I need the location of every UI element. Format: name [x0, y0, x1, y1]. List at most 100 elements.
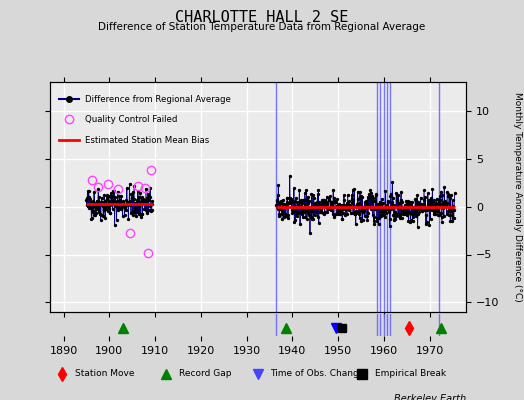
Point	[133, 197, 141, 203]
Text: Time of Obs. Change: Time of Obs. Change	[270, 370, 365, 378]
Point	[292, 203, 300, 210]
Point	[450, 206, 458, 213]
Point	[325, 197, 334, 204]
Point	[352, 210, 361, 216]
Point	[392, 204, 401, 210]
Point	[410, 209, 418, 216]
Point	[283, 215, 292, 222]
Point	[409, 204, 417, 211]
Point	[355, 200, 363, 206]
Point	[305, 212, 313, 218]
Point	[132, 200, 140, 206]
Point	[83, 202, 91, 208]
Point	[324, 206, 332, 212]
Point	[390, 217, 398, 223]
Point	[412, 200, 421, 206]
Point	[352, 221, 360, 228]
Point	[407, 204, 415, 210]
Point	[122, 202, 130, 208]
Point	[303, 208, 311, 214]
Point	[285, 200, 293, 206]
Point	[148, 198, 157, 204]
Point	[322, 203, 331, 209]
Point	[378, 196, 386, 202]
Y-axis label: Monthly Temperature Anomaly Difference (°C): Monthly Temperature Anomaly Difference (…	[514, 92, 522, 302]
Point	[434, 201, 443, 207]
Point	[381, 214, 389, 220]
Point	[351, 210, 359, 217]
Point	[362, 198, 370, 204]
Point	[377, 212, 386, 219]
Point	[389, 205, 397, 211]
Point	[141, 206, 150, 213]
Point	[106, 210, 114, 216]
Point	[297, 197, 305, 203]
Point	[143, 210, 151, 217]
Point	[369, 195, 377, 202]
Point	[413, 224, 422, 230]
Point	[311, 200, 319, 206]
Point	[120, 202, 128, 209]
Point	[356, 189, 364, 195]
Point	[281, 203, 289, 209]
Point	[446, 192, 455, 198]
Point	[323, 194, 331, 200]
Point	[294, 209, 303, 216]
Point	[276, 206, 285, 212]
Point	[374, 204, 383, 210]
Point	[332, 203, 341, 210]
Point	[324, 195, 333, 201]
Point	[96, 216, 105, 223]
Point	[278, 216, 286, 223]
Text: Station Move: Station Move	[75, 370, 134, 378]
Point	[441, 203, 449, 209]
Point	[345, 202, 354, 208]
Point	[97, 199, 105, 205]
Point	[124, 201, 132, 208]
Point	[434, 208, 442, 214]
Point	[133, 208, 141, 214]
Point	[383, 205, 391, 211]
Point	[375, 221, 383, 227]
Point	[427, 201, 435, 208]
Point	[399, 211, 408, 217]
Point	[338, 215, 346, 222]
Point	[414, 206, 423, 212]
Point	[298, 200, 307, 206]
Point	[441, 203, 449, 209]
Point	[341, 204, 349, 210]
Point	[437, 210, 445, 216]
Point	[89, 198, 97, 204]
Point	[126, 202, 134, 208]
Point	[330, 194, 339, 201]
Point	[406, 199, 414, 206]
Point	[384, 199, 392, 205]
Point	[125, 201, 133, 207]
Point	[350, 197, 358, 203]
Text: CHARLOTTE HALL 2 SE: CHARLOTTE HALL 2 SE	[176, 10, 348, 25]
Point	[297, 210, 305, 217]
Point	[89, 209, 97, 215]
Point	[293, 210, 302, 216]
Point	[402, 198, 411, 204]
Point	[361, 199, 369, 205]
Point	[388, 179, 397, 185]
Point	[429, 208, 438, 214]
Point	[409, 214, 418, 220]
Point	[90, 202, 99, 209]
Point	[141, 198, 149, 204]
Point	[450, 190, 458, 197]
Point	[115, 204, 123, 211]
Point	[292, 195, 300, 201]
Point	[321, 199, 330, 205]
Point	[339, 210, 347, 216]
Point	[92, 210, 101, 216]
Point	[424, 201, 432, 208]
Point	[321, 208, 329, 215]
Point	[430, 211, 438, 217]
Point	[327, 201, 335, 208]
Point	[108, 206, 117, 212]
Point	[135, 203, 143, 210]
Point	[334, 210, 342, 217]
Point	[94, 206, 102, 212]
